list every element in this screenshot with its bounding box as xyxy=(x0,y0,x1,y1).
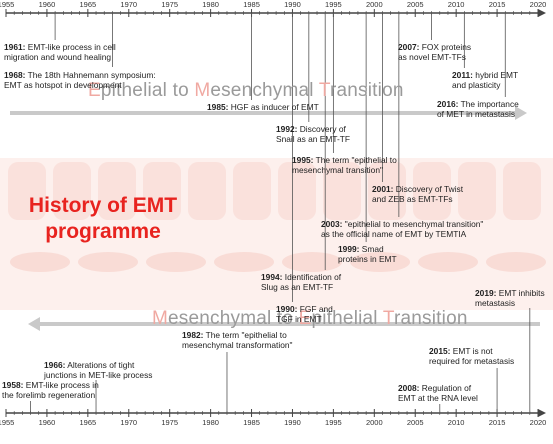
event-1992: 1992: Discovery of Snail as an EMT-TF xyxy=(276,124,351,145)
band-letter-t: T xyxy=(318,80,330,101)
year-tick-label: 2000 xyxy=(366,418,383,427)
year-tick-label: 2020 xyxy=(530,418,547,427)
year-tick-label: 1965 xyxy=(80,418,97,427)
event-2016: 2016: The importance of MET in metastasis xyxy=(437,99,519,120)
event-1982: 1982: The term "epithelial to mesenchymal… xyxy=(182,330,293,351)
year-tick-label: 2010 xyxy=(448,0,465,9)
year-tick-label: 1970 xyxy=(120,418,137,427)
mesenchymal-cell xyxy=(350,252,410,272)
year-tick-label: 1955 xyxy=(0,418,14,427)
tissue-band xyxy=(0,158,553,310)
event-1958: 1958: EMT-like process in the forelimb re… xyxy=(2,380,99,401)
year-tick-label: 1955 xyxy=(0,0,14,9)
year-tick-label: 1960 xyxy=(39,418,56,427)
epithelial-cell xyxy=(188,162,226,220)
mesenchymal-cell xyxy=(10,252,70,272)
year-tick-label: 1970 xyxy=(120,0,137,9)
year-tick-label: 2015 xyxy=(489,418,506,427)
band-letter-e: E xyxy=(88,80,101,101)
band-letter-e: E xyxy=(298,308,312,329)
year-tick-label: 1975 xyxy=(161,0,178,9)
mesenchymal-cell xyxy=(78,252,138,272)
title-line-1: History of EMT xyxy=(28,194,178,217)
met-band-label: Mesenchymal to Epithelial Transition xyxy=(152,308,468,330)
epithelial-cell xyxy=(53,162,91,220)
band-letter-m: M xyxy=(152,308,169,329)
mesenchymal-cell xyxy=(418,252,478,272)
year-tick-label: 2005 xyxy=(407,418,424,427)
event-1994: 1994: Identification of Slug as an EMT-TF xyxy=(261,272,342,293)
year-tick-label: 1995 xyxy=(325,418,342,427)
year-tick-label: 1975 xyxy=(161,418,178,427)
epithelial-cell xyxy=(98,162,136,220)
event-2003: 2003: "epithelial to mesenchymal transit… xyxy=(321,219,484,240)
year-tick-label: 1995 xyxy=(325,0,342,9)
band-letter-t: T xyxy=(382,308,394,329)
event-1995: 1995: The term "epithelial to mesenchymal… xyxy=(292,155,397,176)
emt-band-label: Epithelial to Mesenchymal Transition xyxy=(88,80,404,102)
mesenchymal-cell xyxy=(214,252,274,272)
year-tick-label: 2010 xyxy=(448,418,465,427)
epithelial-cell xyxy=(143,162,181,220)
title-line-2: programme xyxy=(45,220,161,243)
year-tick-label: 2005 xyxy=(407,0,424,9)
epithelial-cell xyxy=(458,162,496,220)
event-2007: 2007: FOX proteins as novel EMT-TFs xyxy=(398,42,472,63)
year-tick-label: 2020 xyxy=(530,0,547,9)
page-title: History of EMT programme xyxy=(18,193,188,245)
band-text: pithelial to xyxy=(100,80,195,101)
event-2011: 2011: hybrid EMT and plasticity xyxy=(452,70,519,91)
event-1990: 1990: FGF and TGF in EMT xyxy=(276,304,333,325)
band-letter-m: M xyxy=(194,80,211,101)
epithelial-cell xyxy=(323,162,361,220)
band-text: esenchymal xyxy=(210,80,319,101)
event-1961: 1961: EMT-like process in cell migration … xyxy=(4,42,116,63)
year-tick-label: 1985 xyxy=(243,0,260,9)
band-text: esenchymal to xyxy=(168,308,299,329)
epithelial-cell xyxy=(503,162,541,220)
mesenchymal-cell xyxy=(146,252,206,272)
emt-arrow-head xyxy=(515,106,527,120)
axis-arrow-head xyxy=(538,9,546,17)
year-tick-label: 1985 xyxy=(243,418,260,427)
epithelial-cell xyxy=(413,162,451,220)
event-2019: 2019: EMT inhibits metastasis xyxy=(475,288,545,309)
year-tick-label: 1965 xyxy=(80,0,97,9)
year-tick-label: 1980 xyxy=(202,418,219,427)
year-tick-label: 1960 xyxy=(39,0,56,9)
event-1985: 1985: HGF as inducer of EMT xyxy=(207,102,319,112)
year-tick-label: 1990 xyxy=(284,0,301,9)
event-2001: 2001: Discovery of Twist and ZEB as EMT-T… xyxy=(372,184,464,205)
event-2015: 2015: EMT is not required for metastasis xyxy=(429,346,515,367)
year-tick-label: 2000 xyxy=(366,0,383,9)
year-tick-label: 1990 xyxy=(284,418,301,427)
event-1966: 1966: Alterations of tight junctions in M… xyxy=(44,360,153,381)
epithelial-cell xyxy=(368,162,406,220)
event-1999: 1999: Smad proteins in EMT xyxy=(338,244,397,265)
band-text: ransition xyxy=(393,308,468,329)
epithelial-cell xyxy=(8,162,46,220)
epithelial-cell xyxy=(233,162,271,220)
band-text: pithelial xyxy=(311,308,383,329)
event-1968: 1968: The 18th Hahnemann symposium: EMT a… xyxy=(4,70,156,91)
met-arrow-head xyxy=(28,317,40,331)
year-tick-label: 1980 xyxy=(202,0,219,9)
year-tick-label: 2015 xyxy=(489,0,506,9)
mesenchymal-cell xyxy=(282,252,342,272)
band-text: ransition xyxy=(329,80,404,101)
mesenchymal-cell xyxy=(486,252,546,272)
epithelial-cell xyxy=(278,162,316,220)
axis-arrow-head xyxy=(538,409,546,417)
event-2008: 2008: Regulation of EMT at the RNA level xyxy=(398,383,478,404)
